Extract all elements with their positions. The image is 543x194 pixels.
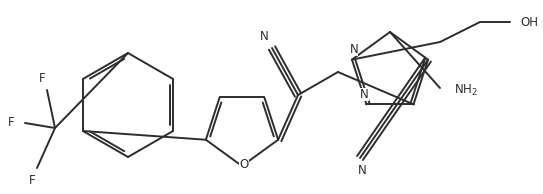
Text: OH: OH — [520, 16, 538, 29]
Text: F: F — [39, 72, 45, 85]
Text: N: N — [358, 164, 367, 177]
Text: N: N — [260, 29, 268, 42]
Text: N: N — [350, 43, 358, 56]
Text: F: F — [29, 173, 35, 186]
Text: F: F — [8, 117, 14, 130]
Text: O: O — [239, 158, 249, 171]
Text: N: N — [360, 88, 369, 101]
Text: NH$_2$: NH$_2$ — [454, 82, 478, 98]
